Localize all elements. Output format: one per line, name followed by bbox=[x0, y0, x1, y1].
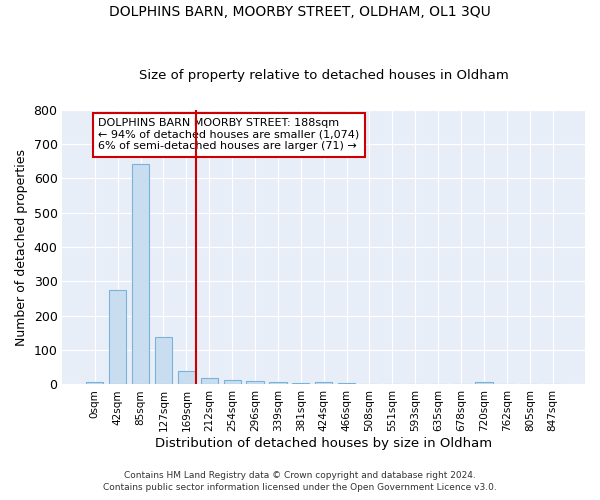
Text: Contains HM Land Registry data © Crown copyright and database right 2024.
Contai: Contains HM Land Registry data © Crown c… bbox=[103, 471, 497, 492]
Bar bbox=[109, 290, 126, 384]
Bar bbox=[200, 378, 218, 384]
Bar bbox=[178, 372, 195, 384]
Bar bbox=[247, 381, 263, 384]
Bar bbox=[132, 164, 149, 384]
Y-axis label: Number of detached properties: Number of detached properties bbox=[15, 148, 28, 346]
Text: DOLPHINS BARN MOORBY STREET: 188sqm
← 94% of detached houses are smaller (1,074): DOLPHINS BARN MOORBY STREET: 188sqm ← 94… bbox=[98, 118, 359, 152]
Bar bbox=[224, 380, 241, 384]
X-axis label: Distribution of detached houses by size in Oldham: Distribution of detached houses by size … bbox=[155, 437, 492, 450]
Text: DOLPHINS BARN, MOORBY STREET, OLDHAM, OL1 3QU: DOLPHINS BARN, MOORBY STREET, OLDHAM, OL… bbox=[109, 5, 491, 19]
Title: Size of property relative to detached houses in Oldham: Size of property relative to detached ho… bbox=[139, 69, 509, 82]
Bar bbox=[475, 382, 493, 384]
Bar bbox=[269, 382, 287, 384]
Bar bbox=[86, 382, 103, 384]
Bar bbox=[315, 382, 332, 384]
Bar bbox=[292, 382, 310, 384]
Bar bbox=[155, 337, 172, 384]
Bar bbox=[338, 382, 355, 384]
